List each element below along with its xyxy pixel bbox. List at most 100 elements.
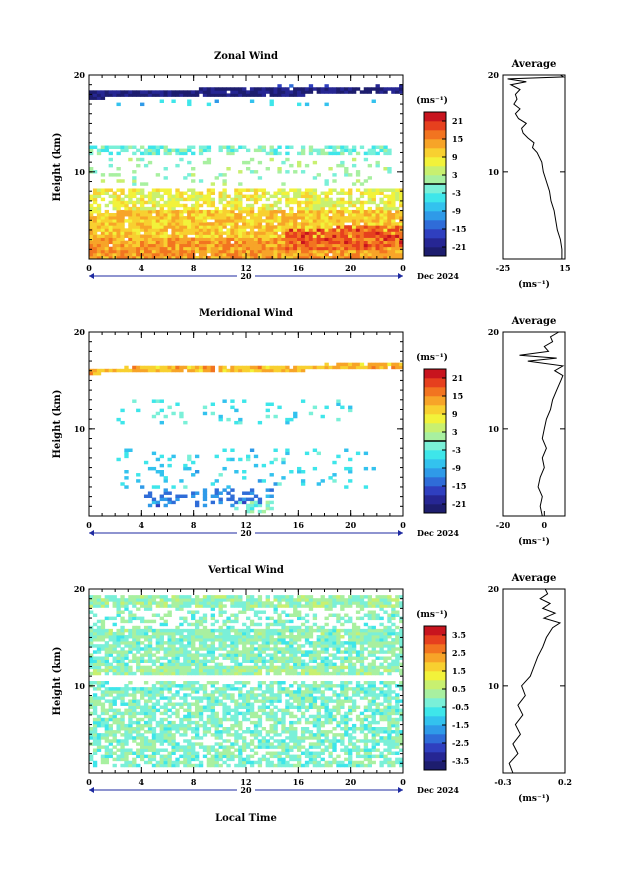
- heatmap-cell: [226, 151, 231, 156]
- heatmap-cell: [159, 255, 164, 260]
- heatmap-cell: [265, 631, 270, 636]
- heatmap-cell: [320, 228, 325, 232]
- heatmap-cell: [112, 252, 117, 257]
- heatmap-cell: [163, 90, 168, 94]
- heatmap-cell: [257, 730, 263, 734]
- heatmap-cell: [246, 650, 251, 654]
- heatmap-cell: [328, 197, 333, 202]
- heatmap-cell: [387, 197, 392, 202]
- heatmap-cell: [194, 696, 200, 700]
- heatmap-cell: [246, 671, 251, 676]
- heatmap-cell: [191, 687, 196, 691]
- heatmap-cell: [297, 699, 302, 703]
- heatmap-cell: [167, 90, 172, 94]
- heatmap-cell: [363, 200, 369, 205]
- heatmap-cell: [198, 231, 204, 235]
- heatmap-cell: [163, 222, 168, 226]
- heatmap-cell: [89, 733, 94, 737]
- heatmap-cell: [191, 742, 196, 746]
- heatmap-cell: [293, 93, 298, 97]
- heatmap-cell: [214, 488, 219, 492]
- heatmap-cell: [128, 191, 133, 195]
- heatmap-cell: [297, 365, 302, 370]
- heatmap-cell: [191, 213, 196, 217]
- heatmap-cell: [261, 365, 267, 370]
- colorbar-segment: [424, 157, 446, 167]
- heatmap-cell: [147, 249, 153, 254]
- heatmap-cell: [332, 243, 337, 248]
- heatmap-cell: [242, 748, 247, 752]
- heatmap-cell: [222, 243, 227, 248]
- heatmap-cell: [257, 252, 263, 257]
- heatmap-cell: [218, 246, 223, 251]
- heatmap-cell: [151, 368, 157, 373]
- heatmap-cell: [316, 687, 321, 691]
- heatmap-cell: [202, 671, 208, 676]
- heatmap-cell: [289, 659, 294, 663]
- heatmap-cell: [246, 503, 251, 508]
- heatmap-cell: [226, 255, 231, 260]
- heatmap-cell: [265, 249, 270, 254]
- heatmap-cell: [120, 619, 125, 624]
- heatmap-cell: [210, 222, 216, 226]
- heatmap-cell: [277, 151, 282, 156]
- heatmap-cell: [147, 93, 153, 97]
- heatmap-cell: [218, 668, 223, 673]
- heatmap-cell: [230, 641, 235, 645]
- day-label: 20: [240, 271, 252, 281]
- heatmap-cell: [222, 206, 227, 211]
- heatmap-cell: [120, 200, 125, 205]
- heatmap-cell: [163, 760, 168, 765]
- heatmap-cell: [304, 255, 310, 260]
- heatmap-cell: [202, 228, 208, 232]
- heatmap-cell: [289, 209, 294, 214]
- heatmap-cell: [202, 213, 208, 217]
- heatmap-cell: [297, 188, 302, 192]
- heatmap-cell: [242, 209, 247, 214]
- heatmap-cell: [363, 228, 369, 232]
- heatmap-cell: [371, 99, 376, 103]
- heatmap-cell: [179, 148, 184, 153]
- heatmap-cell: [171, 365, 176, 370]
- heatmap-cell: [249, 622, 255, 627]
- heatmap-cell: [226, 625, 231, 630]
- heatmap-cell: [132, 760, 137, 765]
- heatmap-cell: [163, 681, 168, 685]
- heatmap-cell: [348, 194, 353, 199]
- heatmap-cell: [320, 203, 325, 208]
- heatmap-cell: [257, 148, 263, 153]
- heatmap-cell: [136, 219, 141, 223]
- heatmap-cell: [312, 641, 318, 645]
- heatmap-cell: [96, 650, 102, 654]
- heatmap-cell: [155, 173, 161, 177]
- heatmap-cell: [210, 641, 216, 645]
- heatmap-cell: [312, 763, 318, 768]
- heatmap-cell: [175, 653, 180, 657]
- x-tick-label: 20: [345, 263, 357, 273]
- heatmap-cell: [300, 730, 306, 734]
- heatmap-cell: [297, 203, 302, 208]
- heatmap-cell: [285, 659, 290, 663]
- heatmap-cell: [218, 219, 223, 223]
- heatmap-cell: [194, 711, 200, 716]
- heatmap-cell: [328, 145, 333, 149]
- heatmap-cell: [242, 631, 247, 636]
- heatmap-cell: [163, 622, 168, 627]
- heatmap-cell: [132, 188, 137, 192]
- heatmap-cell: [187, 601, 192, 605]
- heatmap-cell: [304, 219, 310, 223]
- heatmap-cell: [187, 255, 192, 260]
- heatmap-cell: [253, 225, 259, 229]
- heatmap-cell: [277, 197, 282, 202]
- heatmap-cell: [265, 760, 270, 765]
- heatmap-cell: [132, 249, 137, 254]
- heatmap-cell: [179, 216, 184, 220]
- heatmap-cell: [191, 656, 196, 660]
- heatmap-cell: [238, 188, 243, 192]
- heatmap-cell: [257, 176, 263, 180]
- heatmap-cell: [336, 213, 341, 217]
- heatmap-cell: [155, 656, 161, 660]
- heatmap-cell: [163, 234, 168, 238]
- heatmap-cell: [210, 653, 216, 657]
- heatmap-cell: [332, 237, 337, 241]
